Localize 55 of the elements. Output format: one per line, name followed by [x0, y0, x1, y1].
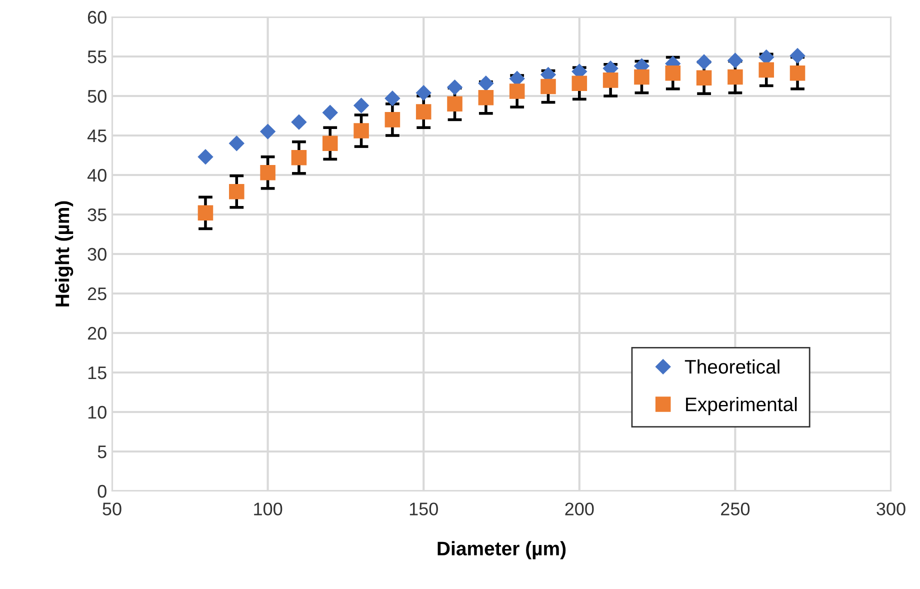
point	[322, 136, 338, 152]
point	[634, 69, 650, 85]
point	[509, 84, 525, 99]
point	[478, 76, 494, 91]
x-axis-title: Diameter (µm)	[438, 541, 566, 560]
point	[384, 112, 400, 128]
point	[416, 104, 432, 120]
point	[447, 80, 462, 95]
point	[696, 70, 712, 86]
x-tick-label: 200	[565, 502, 594, 516]
point	[384, 90, 400, 106]
point	[602, 72, 618, 88]
point	[790, 48, 806, 64]
y-tick-label: 60	[88, 10, 106, 24]
x-tick-label: 300	[876, 502, 906, 516]
point	[198, 205, 214, 221]
y-tick-label: 15	[88, 366, 106, 380]
y-tick-label: 40	[87, 168, 106, 182]
point	[229, 184, 244, 200]
point	[291, 150, 307, 166]
point	[478, 90, 494, 106]
y-axis-title: Height (µm)	[54, 201, 74, 306]
y-tick-label: 30	[88, 248, 106, 261]
point	[665, 65, 681, 81]
y-tick-label: 25	[88, 287, 106, 300]
x-tick-label: 100	[254, 502, 282, 516]
point	[696, 54, 712, 70]
point	[790, 65, 806, 81]
point	[291, 114, 307, 130]
y-tick-label: 50	[88, 90, 106, 103]
y-tick-label: 35	[88, 208, 106, 222]
point	[572, 76, 588, 91]
y-tick-label: 5	[98, 446, 106, 458]
legend-label: Theoretical	[684, 359, 780, 374]
point	[416, 85, 432, 100]
y-tick-label: 20	[88, 326, 106, 340]
y-tick-label: 0	[98, 484, 106, 498]
point	[354, 123, 369, 138]
point	[198, 149, 214, 164]
point	[260, 164, 276, 180]
legend-label: Experimental	[686, 396, 797, 416]
y-tick-label: 45	[87, 130, 106, 142]
point	[322, 105, 338, 120]
y-tick-label: 55	[88, 50, 106, 64]
x-tick-label: 150	[410, 502, 438, 516]
point	[540, 78, 556, 94]
point	[229, 136, 244, 151]
point	[447, 96, 462, 112]
y-tick-label: 10	[88, 406, 106, 419]
point	[728, 52, 743, 68]
point	[260, 124, 276, 140]
point	[758, 62, 774, 78]
x-tick-label: 250	[721, 502, 750, 516]
point	[728, 69, 743, 85]
point	[354, 98, 369, 114]
